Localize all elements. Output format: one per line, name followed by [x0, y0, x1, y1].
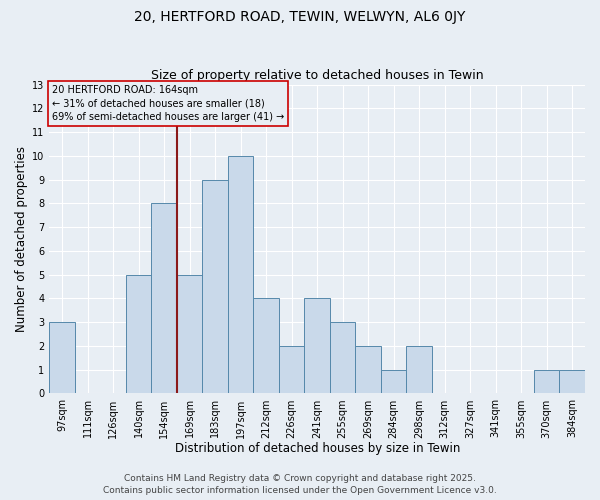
Bar	[406, 346, 432, 394]
Bar	[355, 346, 381, 394]
Y-axis label: Number of detached properties: Number of detached properties	[15, 146, 28, 332]
Bar	[253, 298, 279, 394]
Bar	[49, 322, 75, 394]
Bar	[304, 298, 330, 394]
X-axis label: Distribution of detached houses by size in Tewin: Distribution of detached houses by size …	[175, 442, 460, 455]
Text: 20 HERTFORD ROAD: 164sqm
← 31% of detached houses are smaller (18)
69% of semi-d: 20 HERTFORD ROAD: 164sqm ← 31% of detach…	[52, 86, 284, 122]
Bar	[177, 274, 202, 394]
Bar	[330, 322, 355, 394]
Bar	[534, 370, 559, 394]
Bar	[381, 370, 406, 394]
Title: Size of property relative to detached houses in Tewin: Size of property relative to detached ho…	[151, 69, 484, 82]
Bar	[151, 204, 177, 394]
Bar	[559, 370, 585, 394]
Bar	[279, 346, 304, 394]
Bar	[126, 274, 151, 394]
Bar	[202, 180, 228, 394]
Bar	[228, 156, 253, 394]
Text: 20, HERTFORD ROAD, TEWIN, WELWYN, AL6 0JY: 20, HERTFORD ROAD, TEWIN, WELWYN, AL6 0J…	[134, 10, 466, 24]
Text: Contains HM Land Registry data © Crown copyright and database right 2025.
Contai: Contains HM Land Registry data © Crown c…	[103, 474, 497, 495]
